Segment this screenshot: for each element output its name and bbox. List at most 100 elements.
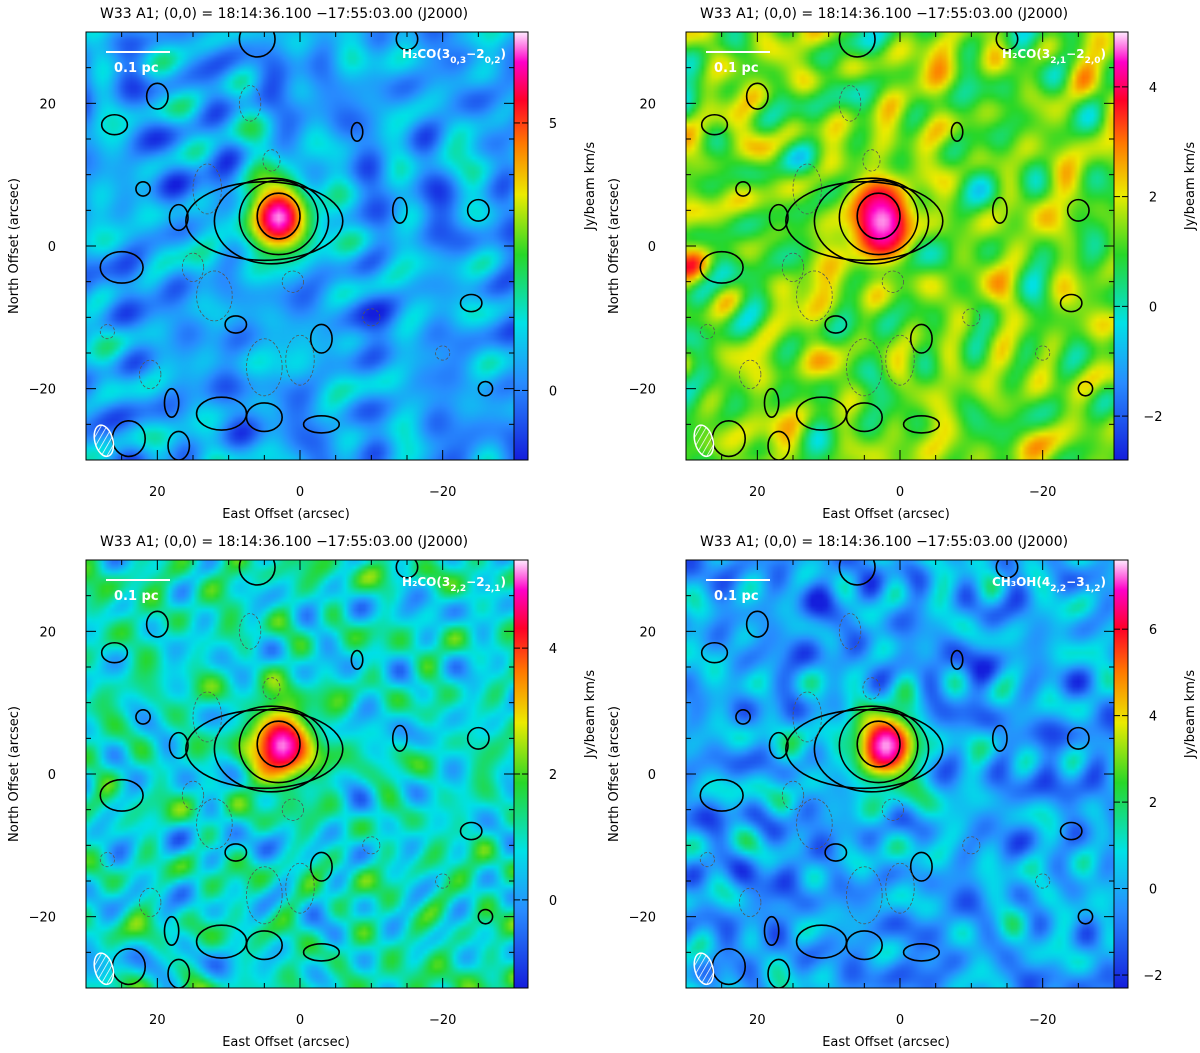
y-tick-label: −20	[629, 911, 656, 926]
colorbar-tick-label: 2	[1149, 191, 1157, 206]
contour-solid	[902, 942, 941, 962]
contour-dashed	[238, 613, 262, 650]
contour-dashed	[139, 887, 162, 918]
contour-solid	[745, 610, 769, 638]
contour-solid	[735, 709, 752, 725]
scale-bar-label: 0.1 pc	[714, 61, 759, 76]
contour-solid	[309, 323, 333, 354]
contour-solid	[99, 250, 144, 284]
contour-solid	[763, 387, 780, 418]
contour-solid	[1059, 821, 1083, 841]
y-axis-label: North Offset (arcsec)	[607, 706, 622, 842]
contour-solid	[991, 196, 1008, 224]
contour-dashed	[838, 613, 862, 650]
contour-dashed	[262, 677, 281, 700]
contour-dashed	[862, 149, 881, 172]
contour-dashed	[362, 836, 381, 855]
contour-dashed	[1035, 345, 1051, 361]
contour-solid	[838, 32, 876, 58]
x-tick-label: 20	[749, 485, 766, 500]
contour-solid	[395, 32, 419, 51]
contour-solid	[459, 821, 483, 841]
contour-solid	[902, 414, 941, 434]
y-tick-label: 20	[639, 97, 656, 112]
contour-solid	[699, 778, 744, 812]
contour-solid	[466, 726, 490, 750]
scale-bar-label: 0.1 pc	[114, 61, 159, 76]
contour-dashed	[192, 691, 222, 743]
colorbar-label: Jy/beam km/s	[1183, 670, 1198, 759]
contour-solid	[256, 192, 301, 240]
colorbar-tick-label: −2	[1143, 969, 1162, 984]
contour-solid	[145, 82, 169, 110]
map-panel-4: W33 A1; (0,0) = 18:14:36.100 −17:55:03.0…	[600, 528, 1200, 1053]
contour-solid	[838, 707, 919, 784]
contour-dashed	[362, 308, 381, 327]
map-svg: W33 A1; (0,0) = 18:14:36.100 −17:55:03.0…	[7, 534, 598, 1050]
contour-solid	[459, 293, 483, 313]
contour-dashed	[796, 270, 833, 322]
colorbar-tick-label: 4	[1149, 710, 1157, 725]
colorbar	[513, 31, 529, 461]
map-panel-3: W33 A1; (0,0) = 18:14:36.100 −17:55:03.0…	[0, 528, 600, 1053]
contour-solid	[768, 203, 789, 232]
map-svg: W33 A1; (0,0) = 18:14:36.100 −17:55:03.0…	[607, 6, 1198, 522]
contour-solid	[224, 843, 248, 862]
contour-solid	[100, 113, 129, 136]
contour-solid	[1066, 198, 1090, 222]
contour-solid	[824, 843, 848, 862]
contour-dashed	[846, 338, 883, 397]
colorbar-tick-label: 4	[549, 642, 557, 657]
contour-solid	[245, 930, 283, 961]
contour-solid	[145, 610, 169, 638]
beam-ellipse	[693, 424, 715, 458]
transition-label: CH₃OH(42,2−31,2)	[992, 575, 1106, 594]
contour-solid	[100, 641, 129, 664]
contour-solid	[995, 32, 1019, 51]
colorbar-tick-label: 0	[549, 894, 557, 909]
contour-solid	[395, 560, 419, 579]
contour-dashed	[1035, 873, 1051, 889]
contour-dashed	[699, 324, 715, 340]
contour-solid	[950, 649, 964, 670]
contour-solid	[163, 387, 180, 418]
contour-solid	[309, 851, 333, 882]
contour-dashed	[281, 270, 304, 293]
contour-solid	[856, 720, 901, 768]
contour-dashed	[862, 677, 881, 700]
x-tick-label: 0	[896, 485, 904, 500]
y-tick-label: −20	[629, 383, 656, 398]
contour-dashed	[99, 852, 115, 868]
y-tick-label: −20	[29, 383, 56, 398]
contour-solid	[700, 641, 729, 664]
contour-solid	[745, 82, 769, 110]
map-svg: W33 A1; (0,0) = 18:14:36.100 −17:55:03.0…	[607, 534, 1198, 1050]
beam-ellipse	[693, 952, 715, 986]
colorbar	[1113, 559, 1129, 989]
x-tick-label: −20	[1029, 1013, 1056, 1028]
contour-dashed	[246, 338, 283, 397]
contour-solid	[909, 851, 933, 882]
x-tick-label: 0	[296, 1013, 304, 1028]
contour-dashed	[238, 85, 262, 122]
contour-solid	[838, 560, 876, 586]
panel-title: W33 A1; (0,0) = 18:14:36.100 −17:55:03.0…	[700, 534, 1068, 550]
x-tick-label: −20	[429, 1013, 456, 1028]
contour-solid	[213, 705, 330, 793]
contour-dashed	[139, 359, 162, 390]
map-panel-1: W33 A1; (0,0) = 18:14:36.100 −17:55:03.0…	[0, 0, 600, 525]
contour-dashed	[881, 798, 904, 821]
contour-solid	[1066, 726, 1090, 750]
colorbar-tick-label: 0	[1149, 883, 1157, 898]
contour-dashed	[262, 149, 281, 172]
x-tick-label: −20	[429, 485, 456, 500]
contour-solid	[735, 181, 752, 197]
map-panel-2: W33 A1; (0,0) = 18:14:36.100 −17:55:03.0…	[600, 0, 1200, 525]
y-tick-label: 0	[648, 768, 656, 783]
contour-solid	[477, 908, 494, 925]
y-tick-label: 20	[39, 625, 56, 640]
contour-dashed	[699, 852, 715, 868]
colorbar-tick-label: 0	[549, 384, 557, 399]
transition-label: H₂CO(30,3−20,2)	[402, 47, 506, 66]
contour-solid	[256, 720, 301, 768]
